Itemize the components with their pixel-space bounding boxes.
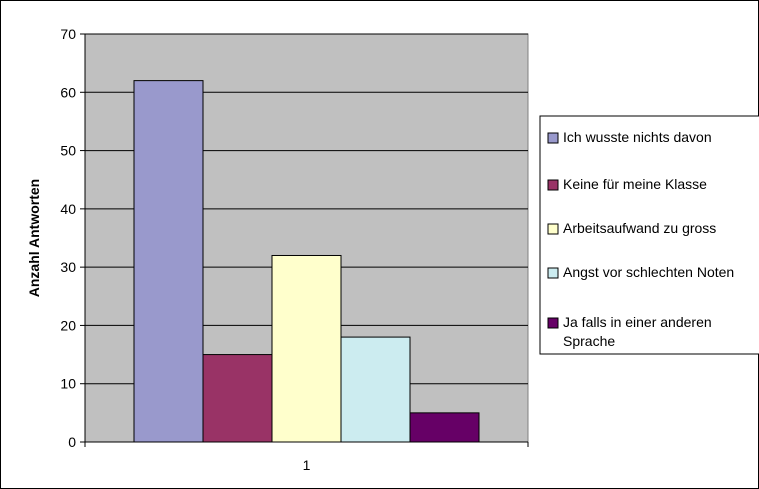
legend-label: Angst vor schlechten Noten bbox=[563, 264, 734, 280]
legend-swatch bbox=[547, 132, 559, 144]
y-tick-label: 20 bbox=[60, 317, 76, 333]
legend: Ich wusste nichts davon Keine für meine K… bbox=[539, 115, 759, 355]
legend-label: Arbeitsaufwand zu gross bbox=[563, 220, 716, 236]
y-tick-label: 70 bbox=[60, 26, 76, 42]
y-tick-label: 30 bbox=[60, 259, 76, 275]
bars bbox=[133, 80, 480, 443]
legend-swatch bbox=[547, 317, 559, 329]
legend-label: Ich wusste nichts davon bbox=[563, 129, 712, 145]
legend-swatch bbox=[547, 223, 559, 235]
legend-box bbox=[539, 115, 759, 355]
legend-swatch bbox=[547, 267, 559, 279]
y-tick-label: 40 bbox=[60, 201, 76, 217]
bar bbox=[409, 412, 480, 443]
legend-swatch bbox=[547, 179, 559, 191]
y-axis: 0 10 20 30 40 50 60 70 bbox=[60, 26, 86, 450]
legend-label: Ja falls in einer anderen Sprache bbox=[563, 314, 712, 349]
y-tick-label: 60 bbox=[60, 84, 76, 100]
bar bbox=[202, 354, 273, 443]
y-tick-label: 10 bbox=[60, 376, 76, 392]
bar bbox=[340, 336, 411, 443]
bar bbox=[133, 80, 204, 443]
y-axis-label: Anzahl Antworten bbox=[26, 179, 42, 297]
legend-label: Keine für meine Klasse bbox=[563, 176, 707, 192]
x-axis: 1 bbox=[84, 441, 529, 473]
x-tick-label: 1 bbox=[303, 457, 311, 473]
y-tick-label: 0 bbox=[68, 434, 76, 450]
bar bbox=[271, 254, 342, 443]
y-tick-label: 50 bbox=[60, 143, 76, 159]
